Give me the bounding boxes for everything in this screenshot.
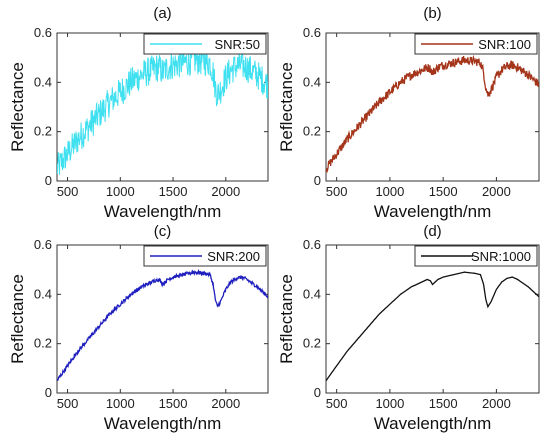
y-tick-label: 0.4 — [303, 286, 321, 301]
y-tick-label: 0.4 — [34, 74, 52, 89]
x-tick-label: 1000 — [106, 184, 135, 199]
x-axis-label: Wavelength/nm — [374, 202, 491, 221]
x-tick-label: 500 — [326, 184, 348, 199]
x-tick-label: 1000 — [375, 184, 404, 199]
panel-label: (d) — [423, 223, 441, 240]
axes-frame — [325, 244, 540, 394]
x-axis-label: Wavelength/nm — [374, 414, 491, 433]
x-axis-label: Wavelength/nm — [104, 414, 221, 433]
y-tick-label: 0.2 — [303, 124, 321, 139]
x-tick-label: 500 — [57, 184, 79, 199]
x-tick-label: 2000 — [482, 184, 511, 199]
legend-label: SNR:50 — [214, 37, 260, 52]
y-tick-label: 0 — [314, 385, 321, 400]
y-tick-label: 0 — [314, 173, 321, 188]
panel-label: (b) — [423, 5, 441, 22]
panel-1: (a) 0 0.2 0.4 0.6 500 1000 1500 2000 Wavelength/n… — [8, 5, 269, 221]
panel-2: (b) 0 0.2 0.4 0.6 500 1000 1500 2000 Wavelength/n… — [277, 5, 540, 221]
panel-4: (d) 0 0.2 0.4 0.6 500 1000 1500 2000 Wavelength/n… — [277, 223, 540, 433]
y-axis-label: Reflectance — [8, 274, 27, 364]
legend-label: SNR:100 — [478, 37, 531, 52]
axes-frame — [56, 244, 269, 394]
y-tick-label: 0.2 — [34, 124, 52, 139]
panel-label: (c) — [154, 223, 172, 240]
series-line-snr200 — [57, 268, 268, 382]
panel-3: (c) 0 0.2 0.4 0.6 500 1000 1500 2000 Wavelength/n… — [8, 223, 269, 433]
x-tick-label: 1500 — [159, 184, 188, 199]
y-tick-label: 0.4 — [34, 286, 52, 301]
legend-box — [143, 33, 267, 55]
legend-box — [143, 245, 267, 267]
panel-label: (a) — [153, 5, 171, 22]
legend-box — [414, 245, 538, 267]
y-tick-label: 0.4 — [303, 74, 321, 89]
y-tick-label: 0.6 — [303, 237, 321, 252]
x-tick-label: 500 — [326, 396, 348, 411]
x-tick-label: 500 — [57, 396, 79, 411]
axes-frame — [56, 32, 269, 182]
x-tick-label: 2000 — [211, 184, 240, 199]
x-tick-label: 1000 — [106, 396, 135, 411]
legend-label: SNR:1000 — [471, 249, 531, 264]
y-tick-label: 0.2 — [34, 336, 52, 351]
x-tick-label: 1500 — [429, 184, 458, 199]
series-line-snr100 — [326, 54, 539, 174]
series-line-snr50 — [57, 45, 268, 175]
x-tick-label: 1000 — [375, 396, 404, 411]
y-tick-label: 0.6 — [34, 25, 52, 40]
y-tick-label: 0.6 — [303, 25, 321, 40]
legend-label: SNR:200 — [207, 249, 260, 264]
y-axis-label: Reflectance — [8, 62, 27, 152]
series-line-snr1000 — [326, 271, 539, 382]
y-tick-label: 0 — [45, 173, 52, 188]
y-tick-label: 0.6 — [34, 237, 52, 252]
x-tick-label: 2000 — [482, 396, 511, 411]
x-tick-label: 1500 — [429, 396, 458, 411]
x-tick-label: 1500 — [159, 396, 188, 411]
x-axis-label: Wavelength/nm — [104, 202, 221, 221]
y-tick-label: 0 — [45, 385, 52, 400]
axes-frame — [325, 32, 540, 182]
y-axis-label: Reflectance — [277, 62, 296, 152]
x-tick-label: 2000 — [211, 396, 240, 411]
legend-box — [414, 33, 538, 55]
y-tick-label: 0.2 — [303, 336, 321, 351]
y-axis-label: Reflectance — [277, 274, 296, 364]
